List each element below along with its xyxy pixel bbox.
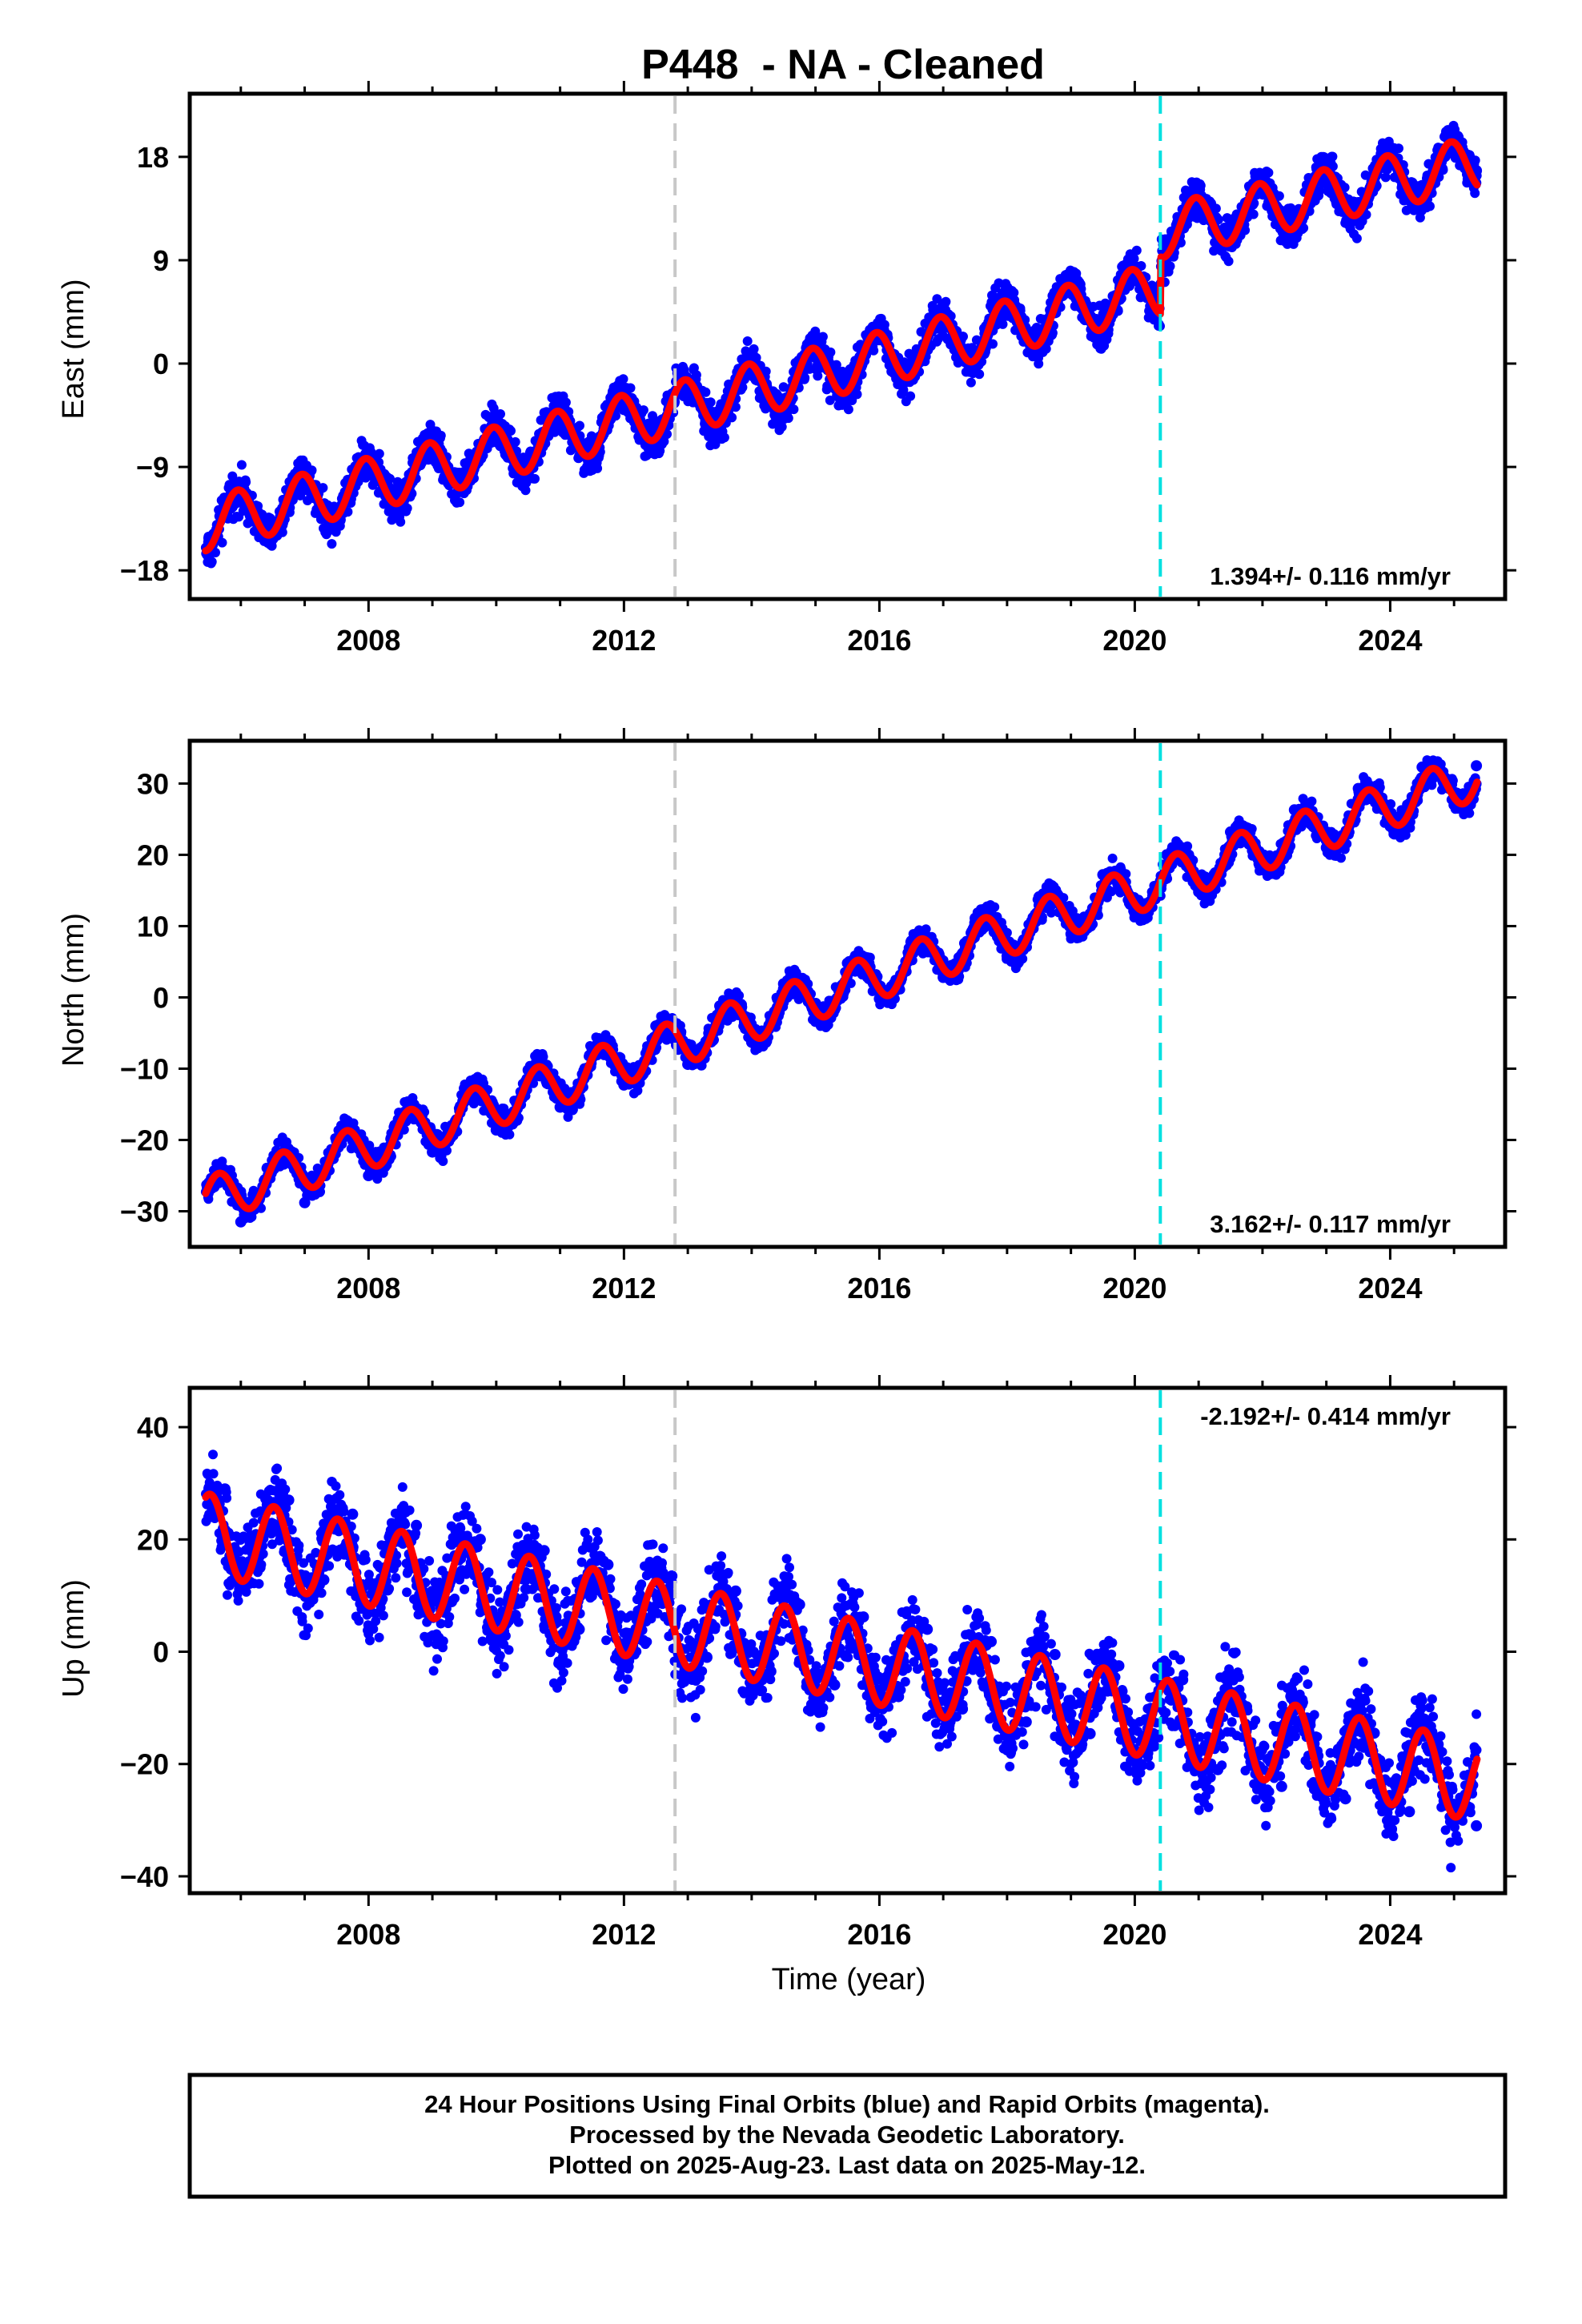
data-point [852,389,862,400]
data-point [488,403,499,413]
data-point [277,527,287,537]
ytick-label: 18 [137,141,169,174]
data-point [402,503,412,513]
data-point [387,515,397,525]
data-point [396,517,406,527]
data-point [455,497,465,508]
data-point [869,345,879,356]
data-point [988,339,998,349]
data-point [217,537,227,548]
data-point [611,411,620,421]
data-point [236,460,247,470]
data-point [800,372,810,383]
data-point [1351,233,1362,243]
data-point [1131,245,1142,255]
data-point [1425,201,1435,211]
data-point [207,557,217,567]
data-point [504,1129,515,1140]
data-point [385,473,395,484]
ytick-label: 0 [153,348,169,380]
data-point [496,409,505,419]
data-point [789,404,799,415]
series-point [427,453,439,464]
data-point [777,422,787,432]
data-point [241,477,251,487]
data-point [751,352,761,363]
data-point [510,436,520,447]
data-point [966,377,976,388]
data-point [817,332,828,342]
data-point [318,483,328,493]
ylabel-north: North (mm) [57,913,90,1067]
data-point [761,366,771,376]
xtick-label: 2012 [592,624,656,657]
ytick-label: −9 [136,451,169,484]
data-point [307,465,317,476]
ylabel-east: East (mm) [57,279,90,419]
data-point [691,370,701,380]
data-point [1470,155,1480,166]
chart-title: P448 - NA - Cleaned [641,42,1045,88]
rate-label-east: 1.394+/- 0.116 mm/yr [1210,562,1451,590]
data-point [905,391,916,401]
data-point [625,383,636,393]
data-point [1165,261,1175,271]
data-point [727,412,737,423]
data-point [879,320,889,330]
data-point [374,448,384,459]
data-point [1248,209,1259,219]
data-point [974,369,985,380]
data-point [436,430,446,440]
xtick-label: 2024 [1358,624,1422,657]
data-point [701,387,711,397]
data-point [327,539,337,549]
data-point [742,336,753,346]
plot-frame [187,91,1508,601]
data-point [705,397,716,408]
ytick-label: 9 [153,244,169,277]
data-point [1211,203,1221,214]
data-point [737,382,748,392]
data-point [638,405,648,416]
data-point [813,371,823,381]
data-point [575,420,584,431]
xtick-label: 2020 [1102,624,1166,657]
xtick-label: 2008 [336,624,400,657]
xtick-label: 2016 [847,624,911,657]
data-point [520,485,531,496]
data-point [438,1156,448,1166]
data-point [659,436,669,447]
data-point [592,463,603,473]
data-point [1470,188,1480,199]
data-point [506,426,516,436]
data-point [1223,256,1234,267]
data-point [618,374,628,384]
ytick-label: −18 [120,554,169,587]
data-point [749,344,759,354]
data-point [1034,359,1044,369]
panel-east: East (mm) 18 9 0 −9 −18 2008 2012 2016 2020 2024 1… [57,81,1516,657]
data-point [719,432,729,443]
data-point [662,429,672,440]
data-point [825,347,836,357]
data-point [998,319,1008,329]
data-point [941,296,951,307]
data-point [825,395,835,405]
data-point [1263,167,1274,178]
data-point [560,397,571,408]
data-point [730,402,741,412]
data-point [831,360,841,370]
data-point [843,404,853,415]
data-point [211,548,220,557]
data-point [783,413,793,424]
